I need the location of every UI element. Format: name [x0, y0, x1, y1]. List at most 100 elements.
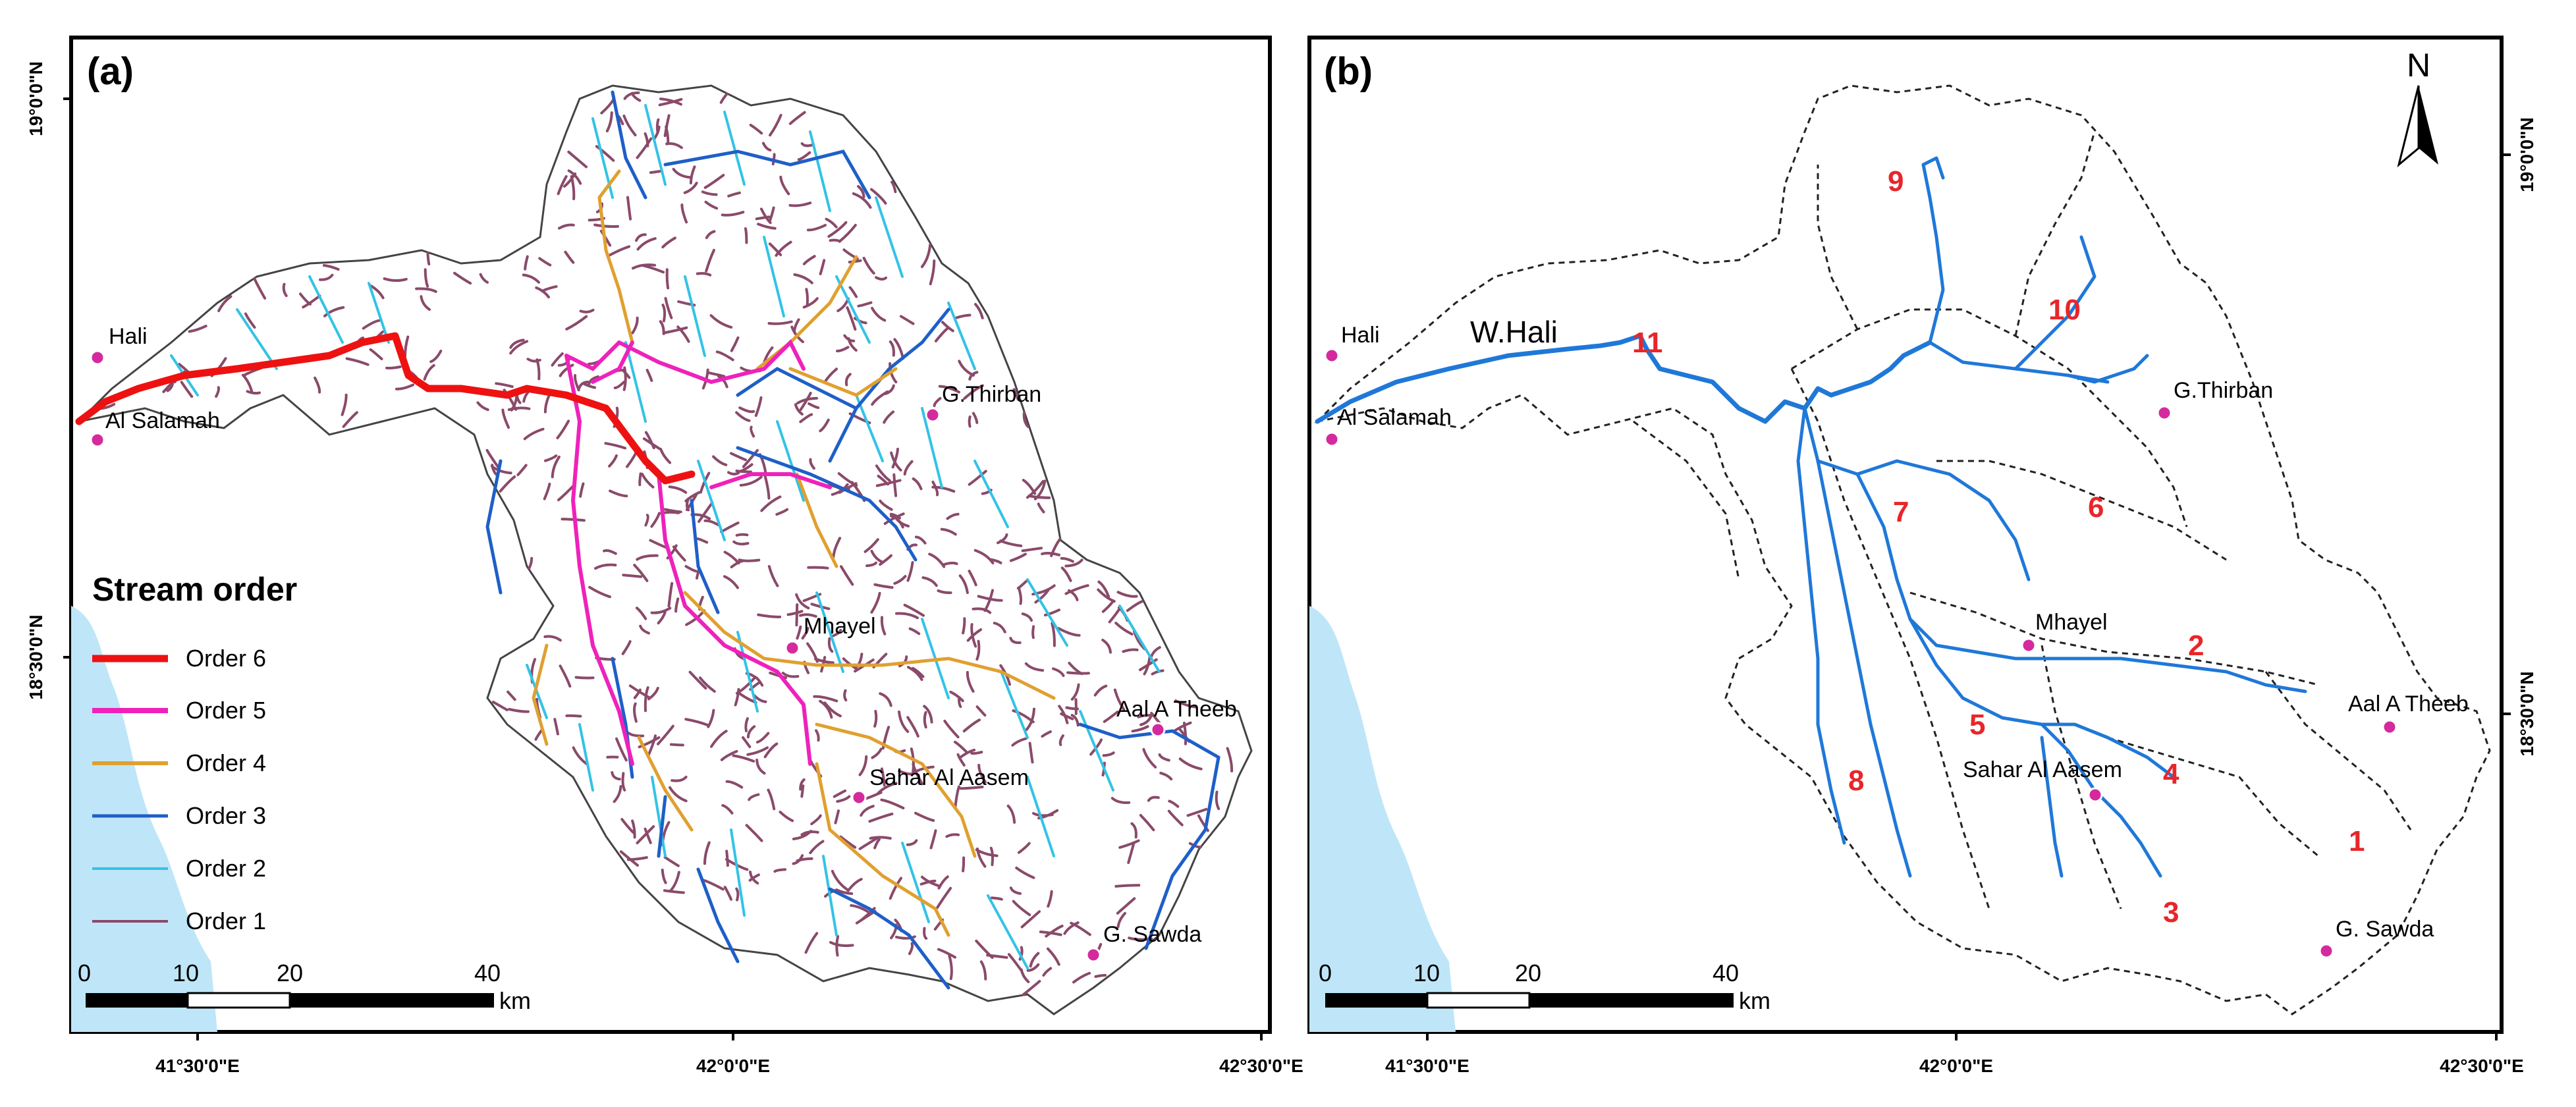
order-1-segment	[551, 455, 561, 479]
order-1-segment	[912, 477, 923, 491]
order-1-segment	[1070, 683, 1080, 701]
order-1-segment	[663, 508, 682, 514]
order-1-segment	[871, 747, 883, 759]
order-1-segment	[649, 169, 664, 174]
order-1-segment	[972, 607, 992, 614]
order-1-segment	[954, 785, 960, 809]
scale-unit: km	[499, 987, 531, 1014]
order-1-segment	[749, 123, 763, 135]
order-1-segment	[962, 718, 981, 733]
order-1-segment	[815, 729, 820, 742]
order-1-segment	[920, 243, 932, 269]
order-1-segment	[730, 336, 740, 352]
order-1-segment	[806, 642, 819, 663]
order-1-segment	[611, 771, 621, 781]
order-1-segment	[962, 856, 966, 873]
order-1-segment	[683, 182, 698, 194]
order-1-segment	[613, 785, 622, 803]
order-1-segment	[620, 818, 636, 835]
order-1-segment	[748, 793, 760, 801]
order-1-segment	[858, 755, 868, 776]
order-1-segment	[725, 850, 729, 867]
lon-tick: 41°30'0"E	[155, 1056, 240, 1076]
town-marker	[90, 350, 105, 365]
order-1-segment	[799, 613, 817, 618]
order-1-segment	[847, 337, 858, 352]
order-1-segment	[1130, 822, 1137, 839]
order-1-segment	[836, 795, 851, 803]
order-1-segment	[742, 736, 752, 749]
order-1-segment	[1131, 725, 1149, 733]
panel-a: Hali Al Salamah G.Thirban Mhayel Aal A T…	[26, 36, 1303, 1076]
town-marker	[2318, 943, 2334, 959]
order-1-segment	[1025, 707, 1035, 732]
order-1-segment	[579, 308, 595, 313]
order-1-segment	[665, 268, 670, 290]
order-1-segment	[836, 346, 850, 353]
order-1-segment	[802, 255, 816, 265]
stream-order-3	[485, 90, 1220, 990]
order-1-segment	[1021, 612, 1033, 622]
order-1-segment	[968, 570, 977, 587]
order-1-segment	[1118, 839, 1140, 849]
panel-b-frame	[1307, 36, 2504, 1034]
subbasin-id: 5	[1969, 709, 1985, 741]
order-1-segment	[705, 230, 716, 240]
order-1-segment	[710, 730, 728, 748]
order-1-segment	[880, 798, 905, 810]
order-1-segment	[857, 185, 865, 198]
order-1-segment	[757, 613, 782, 618]
order-1-segment	[986, 954, 1008, 959]
order-1-segment	[793, 318, 800, 333]
subbasin-ids: 1 2 3 4 5 6 7 8 9 10 11	[1632, 165, 2365, 929]
town-marker	[1085, 947, 1101, 963]
order-1-segment	[835, 888, 854, 895]
order-1-segment	[563, 172, 577, 188]
order-1-segment	[341, 393, 348, 416]
stream-order-2	[170, 104, 1161, 969]
order-1-segment	[854, 317, 867, 325]
order-1-segment	[638, 736, 661, 749]
order-1-segment	[977, 763, 987, 784]
order-1-segment	[696, 272, 712, 277]
order-1-segment	[594, 563, 617, 570]
order-1-segment	[1006, 804, 1016, 824]
order-1-segment	[794, 403, 804, 416]
order-1-segment	[1094, 974, 1107, 978]
order-1-segment	[834, 809, 840, 824]
order-1-segment	[792, 830, 812, 840]
order-1-segment	[1142, 747, 1157, 769]
order-1-segment	[719, 92, 728, 104]
town-label: Sahar Al Aasem	[1963, 757, 2122, 782]
order-1-segment	[561, 518, 586, 522]
order-1-segment	[704, 200, 719, 210]
lat-tick: 19°0'0"N	[26, 61, 46, 136]
town-label: Hali	[109, 324, 148, 349]
order-1-segment	[868, 812, 894, 823]
subbasin-id: 4	[2163, 758, 2179, 790]
order-1-segment	[499, 475, 516, 493]
town-marker	[2382, 719, 2398, 735]
order-1-segment	[1158, 753, 1170, 762]
lat-tick: 18°30'0"N	[26, 614, 46, 699]
order-1-segment	[890, 451, 902, 472]
order-1-segment	[588, 585, 611, 599]
order-1-segment	[883, 410, 894, 424]
order-1-segment	[889, 512, 901, 520]
order-1-segment	[754, 396, 763, 418]
order-1-segment	[661, 869, 667, 884]
order-1-segment	[696, 537, 709, 544]
order-1-segment	[823, 701, 842, 718]
order-1-segment	[721, 211, 745, 217]
order-1-segment	[689, 165, 696, 184]
order-1-segment	[282, 283, 288, 298]
order-1-segment	[754, 676, 764, 687]
order-1-segment	[429, 350, 443, 364]
town-label: Aal A Theeb	[2348, 691, 2469, 716]
order-1-segment	[705, 248, 715, 273]
order-1-segment	[808, 402, 820, 410]
order-1-segment	[914, 811, 935, 822]
wadi-label: W.Hali	[1470, 315, 1558, 349]
order-1-segment	[701, 878, 725, 891]
order-1-segment	[650, 512, 661, 528]
